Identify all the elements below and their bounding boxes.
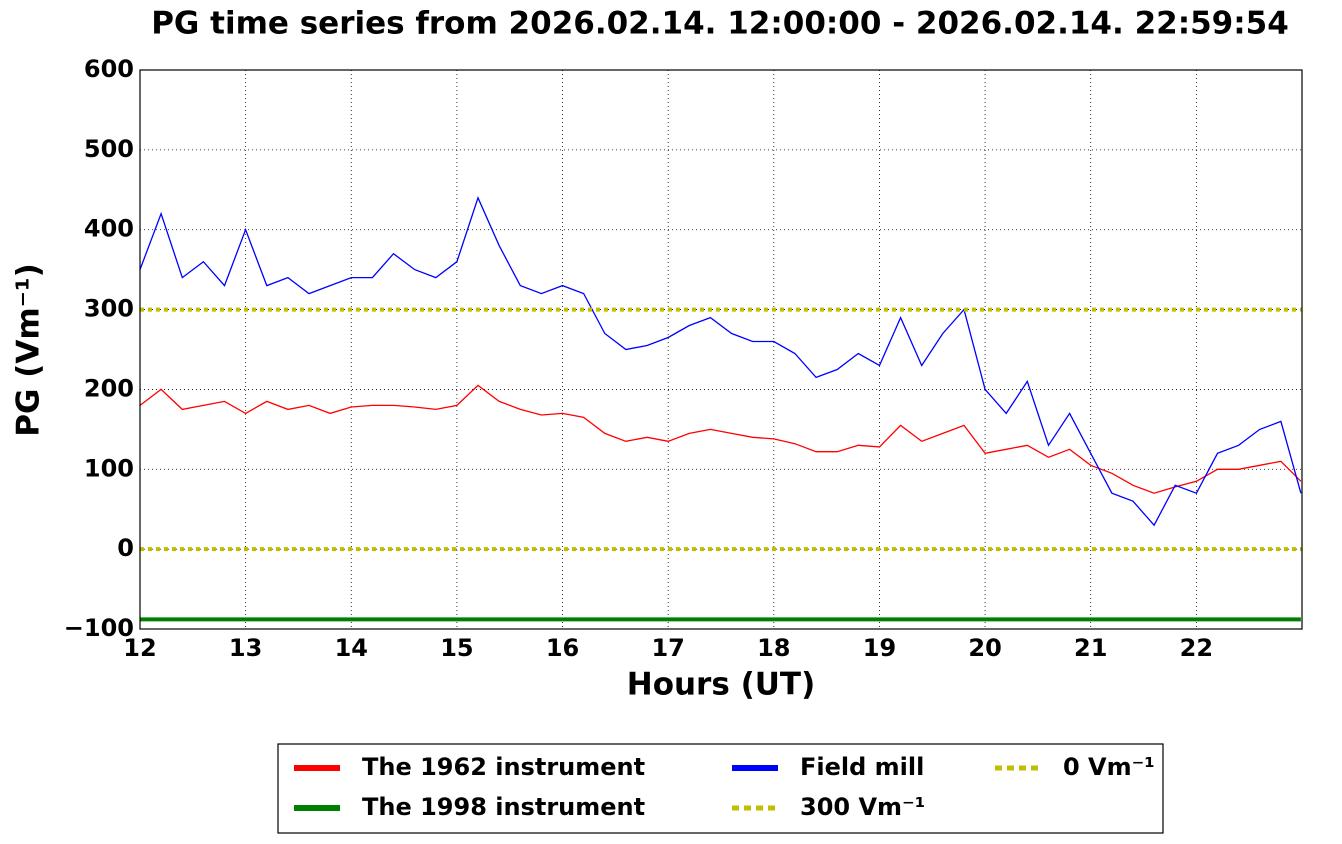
x-tick-label: 12: [123, 634, 156, 662]
y-tick-label: 200: [84, 374, 134, 402]
x-tick-label: 18: [757, 634, 790, 662]
legend-label: Field mill: [800, 753, 924, 781]
x-tick-label: 13: [229, 634, 262, 662]
x-tick-label: 17: [651, 634, 684, 662]
legend-label: 0 Vm⁻¹: [1063, 753, 1155, 781]
y-tick-label: 600: [84, 55, 134, 83]
x-tick-label: 15: [440, 634, 473, 662]
line-series: [139, 195, 1302, 527]
x-tick-label: 22: [1180, 634, 1213, 662]
y-tick-label: 400: [84, 215, 134, 243]
chart-title: PG time series from 2026.02.14. 12:00:00…: [151, 6, 1289, 42]
x-tick-label: 19: [863, 634, 896, 662]
legend-label: The 1998 instrument: [362, 793, 645, 821]
y-axis-label: PG (Vm⁻¹): [11, 263, 47, 437]
plot-frame: [139, 69, 1303, 630]
legend-label: 300 Vm⁻¹: [800, 793, 925, 821]
y-tick-label: −100: [64, 614, 134, 642]
x-tick-label: 14: [335, 634, 368, 662]
legend-label: The 1962 instrument: [362, 753, 645, 781]
x-axis-label: Hours (UT): [627, 667, 816, 703]
y-tick-label: 0: [117, 534, 134, 562]
x-tick-label: 16: [546, 634, 579, 662]
y-tick-label: 300: [84, 295, 134, 323]
line-series: [139, 384, 1302, 494]
y-tick-label: 500: [84, 135, 134, 163]
x-tick-label: 20: [968, 634, 1001, 662]
y-tick-label: 100: [84, 454, 134, 482]
legend-box: [277, 743, 1164, 834]
x-tick-label: 21: [1074, 634, 1107, 662]
